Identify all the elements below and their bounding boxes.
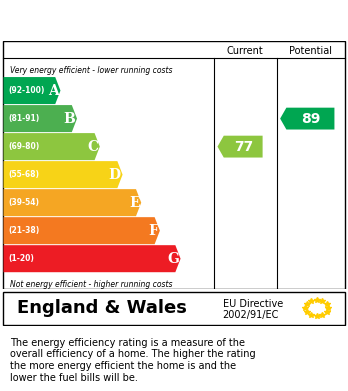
Polygon shape: [3, 189, 141, 216]
Polygon shape: [3, 217, 160, 244]
Bar: [3, 292, 345, 325]
Text: (81-91): (81-91): [9, 114, 40, 123]
Text: 2002/91/EC: 2002/91/EC: [223, 310, 279, 320]
Text: Not energy efficient - higher running costs: Not energy efficient - higher running co…: [10, 280, 173, 289]
Text: B: B: [64, 111, 75, 126]
Text: (39-54): (39-54): [9, 198, 40, 207]
Text: F: F: [148, 224, 158, 238]
Text: (69-80): (69-80): [9, 142, 40, 151]
Text: 89: 89: [301, 111, 321, 126]
Text: D: D: [109, 168, 121, 182]
Text: (21-38): (21-38): [9, 226, 40, 235]
Text: The energy efficiency rating is a measure of the
overall efficiency of a home. T: The energy efficiency rating is a measur…: [10, 338, 256, 383]
Text: E: E: [129, 196, 140, 210]
Text: EU Directive: EU Directive: [223, 299, 283, 309]
Text: Energy Efficiency Rating: Energy Efficiency Rating: [10, 11, 258, 30]
Text: A: A: [48, 84, 59, 98]
Polygon shape: [218, 136, 263, 158]
Text: G: G: [167, 252, 179, 266]
Text: (92-100): (92-100): [9, 86, 45, 95]
Text: (55-68): (55-68): [9, 170, 40, 179]
Text: Very energy efficient - lower running costs: Very energy efficient - lower running co…: [10, 66, 173, 75]
Text: Potential: Potential: [289, 46, 332, 56]
Polygon shape: [3, 161, 122, 188]
Text: 77: 77: [234, 140, 253, 154]
Polygon shape: [3, 245, 181, 272]
Polygon shape: [3, 133, 100, 160]
Text: (1-20): (1-20): [9, 254, 34, 263]
Polygon shape: [280, 108, 334, 129]
Text: C: C: [87, 140, 98, 154]
Text: England & Wales: England & Wales: [17, 299, 187, 317]
Polygon shape: [3, 77, 61, 104]
Text: Current: Current: [227, 46, 264, 56]
Polygon shape: [3, 105, 77, 132]
